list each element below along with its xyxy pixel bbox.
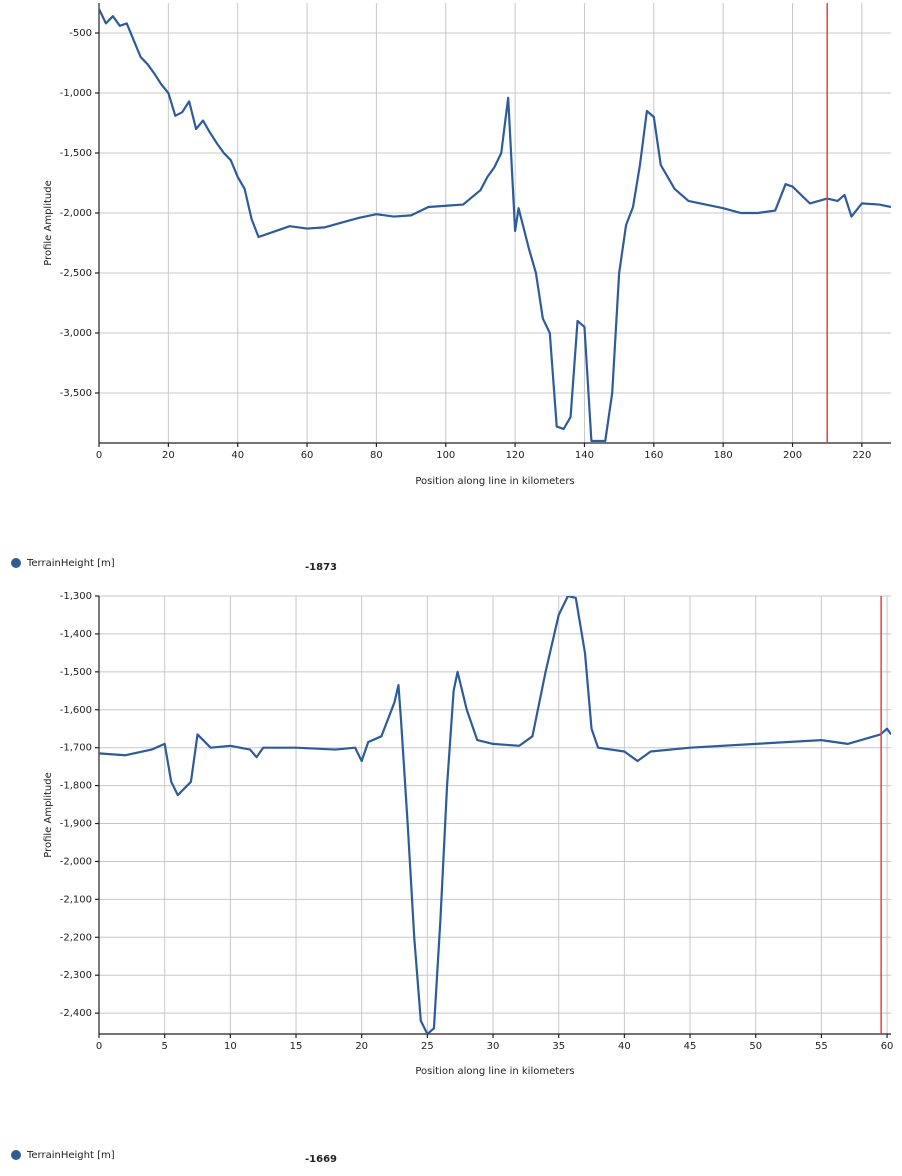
x-tick-label: 160 [644,450,663,461]
x-tick-label: 200 [783,450,802,461]
x-tick-label: 10 [224,1041,237,1052]
y-tick-label: -3,500 [60,388,92,399]
x-tick-label: 220 [852,450,871,461]
y-tick-label: -1,600 [60,705,92,716]
y-axis-label: Profile Amplitude [43,772,54,858]
y-tick-label: -1,500 [60,667,92,678]
y-tick-label: -3,000 [60,328,92,339]
x-tick-label: 180 [714,450,733,461]
x-axis-label: Position along line in kilometers [415,1066,574,1077]
cursor-value: -1873 [305,562,337,573]
y-tick-label: -2,200 [60,932,92,943]
x-axis-label: Position along line in kilometers [415,476,574,487]
y-tick-label: -2,300 [60,970,92,981]
x-tick-label: 35 [552,1041,565,1052]
x-tick-label: 55 [815,1041,828,1052]
x-tick-label: 20 [162,450,175,461]
y-tick-label: -2,500 [60,268,92,279]
y-tick-label: -1,800 [60,781,92,792]
x-tick-label: 40 [618,1041,631,1052]
y-tick-label: -2,400 [60,1008,92,1019]
legend-dot [11,558,21,568]
y-axis-label: Profile Amplitude [43,180,54,266]
y-tick-label: -1,700 [60,743,92,754]
cursor-value: -1669 [305,1154,337,1165]
legend-label: TerrainHeight [m] [26,1150,115,1161]
y-tick-label: -1,000 [60,88,92,99]
series-line [99,596,891,1034]
y-tick-label: -2,000 [60,856,92,867]
x-tick-label: 40 [231,450,244,461]
y-tick-label: -2,000 [60,208,92,219]
x-tick-label: 20 [355,1041,368,1052]
y-tick-label: -1,900 [60,819,92,830]
series-line [99,8,891,443]
legend-dot [11,1150,21,1160]
x-tick-label: 140 [575,450,594,461]
x-tick-label: 25 [421,1041,434,1052]
x-tick-label: 50 [749,1041,762,1052]
x-tick-label: 45 [684,1041,697,1052]
x-tick-label: 5 [161,1041,167,1052]
x-tick-label: 80 [370,450,383,461]
x-tick-label: 60 [301,450,314,461]
y-tick-label: -1,400 [60,629,92,640]
y-tick-label: -2,100 [60,894,92,905]
y-tick-label: -1,500 [60,148,92,159]
y-tick-label: -500 [69,28,92,39]
x-tick-label: 15 [290,1041,303,1052]
x-tick-label: 30 [487,1041,500,1052]
x-tick-label: 120 [506,450,525,461]
x-tick-label: 0 [96,450,102,461]
legend-label: TerrainHeight [m] [26,558,115,569]
x-tick-label: 60 [881,1041,894,1052]
x-tick-label: 0 [96,1041,102,1052]
x-tick-label: 100 [436,450,455,461]
y-tick-label: -1,300 [60,591,92,602]
